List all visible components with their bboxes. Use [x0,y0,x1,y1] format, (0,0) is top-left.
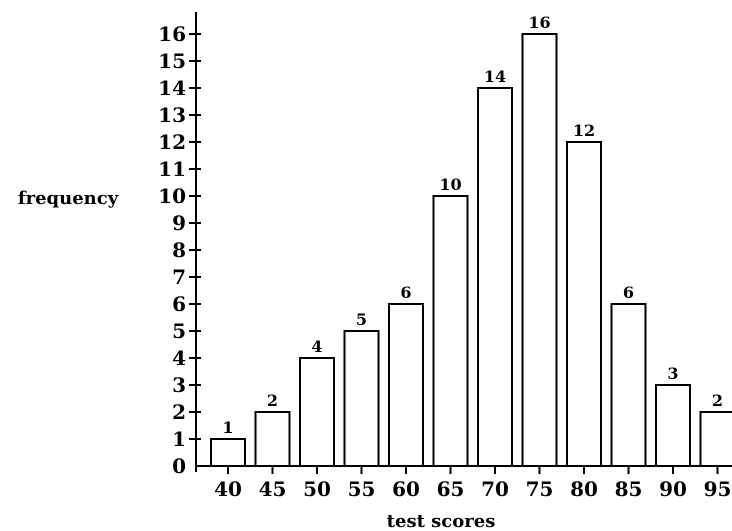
bar-value-label: 1 [222,418,233,437]
bar-value-label: 2 [712,391,723,410]
y-tick-label: 7 [172,265,186,289]
bar-value-label: 6 [623,283,634,302]
bars [210,33,732,467]
bar-value-label: 3 [667,364,678,383]
y-tick-label: 6 [172,292,186,316]
bar-value-label: 14 [484,67,506,86]
bar-value-label: 6 [400,283,411,302]
bar [432,195,469,467]
bar [388,303,424,467]
y-tick-label: 0 [172,454,186,478]
x-tick-label: 75 [526,477,554,501]
x-axis: 40 45 50 55 60 65 70 75 80 85 90 95 [196,465,732,501]
bar-value-label: 5 [356,310,367,329]
bar [477,87,513,467]
x-tick-label: 80 [570,477,598,501]
bar [210,438,246,467]
x-tick-label: 85 [615,477,643,501]
y-tick-label: 16 [158,22,186,46]
bar-value-label: 12 [573,121,595,140]
bar-value-label: 16 [528,13,550,32]
y-tick-label: 1 [172,427,186,451]
bar [343,330,380,467]
y-tick-label: 8 [172,238,186,262]
y-tick-label: 3 [172,373,186,397]
x-tick-label: 40 [214,477,242,501]
y-tick-label: 15 [158,49,186,73]
bar [699,411,732,467]
x-tick-label: 50 [303,477,331,501]
bar [566,141,602,467]
x-axis-title: test scores [387,511,496,531]
y-tick-label: 13 [158,103,186,127]
bar [299,357,335,467]
y-tick-label: 10 [158,184,186,208]
y-axis-title: frequency [18,188,119,209]
x-tick-label: 70 [481,477,509,501]
bar-value-label: 2 [267,391,278,410]
y-tick-label: 5 [172,319,186,343]
y-tick-label: 11 [158,157,186,181]
x-tick-label: 65 [437,477,465,501]
x-tick-label: 55 [348,477,376,501]
y-tick-label: 2 [172,400,186,424]
bar [655,384,691,467]
bar [254,411,291,467]
x-tick-label: 60 [392,477,420,501]
bar [610,303,647,467]
bar [521,33,558,467]
y-tick-label: 9 [172,211,186,235]
x-tick-label: 90 [659,477,687,501]
x-tick-label: 95 [704,477,732,501]
y-tick-label: 12 [158,130,186,154]
x-tick-label: 45 [259,477,287,501]
bar-value-label: 10 [439,175,461,194]
y-tick-label: 14 [158,76,186,100]
bar-value-label: 4 [311,337,322,356]
y-tick-label: 4 [172,346,186,370]
